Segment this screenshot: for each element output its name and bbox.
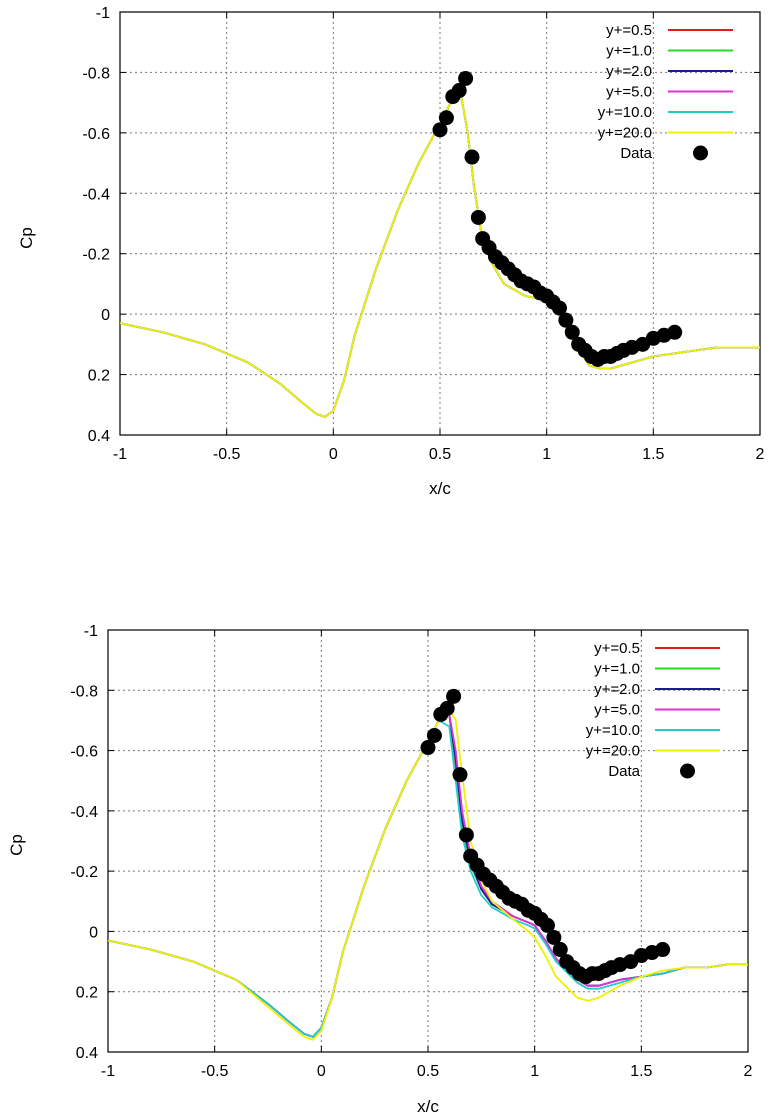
legend-label: y+=10.0 bbox=[598, 104, 652, 121]
chart-panel-2: -1 -0.5 0 0.5 1 1.5 2 -1 -0.8 -0.6 -0.4 -0.2 0 0.2 0.4… bbox=[7, 623, 753, 1116]
x-tick-label: 0 bbox=[329, 446, 338, 463]
y-tick-label: -0.4 bbox=[70, 804, 98, 821]
y-tick-label: -0.2 bbox=[82, 247, 110, 264]
y-tick-label: 0.4 bbox=[76, 1045, 98, 1062]
x-tick-label: -1 bbox=[101, 1063, 115, 1080]
legend-label: y+=2.0 bbox=[606, 63, 652, 80]
plot-frame bbox=[107, 629, 749, 1053]
x-tick-label: -0.5 bbox=[213, 446, 241, 463]
x-tick-label: 2 bbox=[744, 1063, 753, 1080]
data-point bbox=[439, 700, 455, 716]
legend-label: y+=5.0 bbox=[606, 84, 652, 101]
y-axis-label: Cp bbox=[7, 834, 26, 856]
legend-label: y+=20.0 bbox=[586, 743, 640, 760]
plot-frame bbox=[119, 11, 761, 436]
legend-label: y+=20.0 bbox=[598, 125, 652, 142]
legend-marker bbox=[680, 763, 695, 779]
y-tick-label: 0.2 bbox=[76, 985, 98, 1002]
legend-label: Data bbox=[620, 145, 652, 162]
data-point bbox=[667, 324, 683, 340]
plot-area bbox=[120, 70, 760, 418]
data-point bbox=[432, 122, 448, 138]
legend: y+=0.5 y+=1.0 y+=2.0 y+=5.0 y+=10.0 y+=20.0 Da… bbox=[586, 640, 720, 780]
plot-area bbox=[108, 688, 748, 1041]
data-point bbox=[420, 740, 436, 756]
data-point bbox=[546, 929, 562, 945]
legend-label: Data bbox=[608, 763, 640, 780]
x-tick-label: 2 bbox=[756, 446, 765, 463]
data-point bbox=[458, 827, 474, 843]
y-tick-label: -0.6 bbox=[70, 744, 98, 761]
legend: y+=0.5 y+=1.0 y+=2.0 y+=5.0 y+=10.0 y+=20.0 Da… bbox=[598, 22, 733, 162]
data-point bbox=[438, 110, 454, 126]
legend-label: y+=0.5 bbox=[594, 640, 640, 657]
x-tick-label: 1 bbox=[542, 446, 551, 463]
data-point bbox=[552, 942, 568, 958]
data-point bbox=[470, 209, 486, 225]
data-point bbox=[558, 312, 574, 328]
legend-marker bbox=[693, 145, 708, 161]
series-line-y-10-0 bbox=[108, 719, 748, 1038]
y-tick-label: -1 bbox=[96, 5, 110, 22]
x-tick-label: 1.5 bbox=[630, 1063, 652, 1080]
x-tick-label: 0.5 bbox=[417, 1063, 439, 1080]
data-point bbox=[458, 70, 474, 86]
data-point bbox=[446, 688, 462, 704]
data-point bbox=[451, 83, 467, 99]
data-point bbox=[551, 300, 567, 316]
x-tick-label: 0 bbox=[317, 1063, 326, 1080]
x-axis-label: x/c bbox=[417, 1097, 439, 1116]
legend-label: y+=5.0 bbox=[594, 702, 640, 719]
x-tick-label: -0.5 bbox=[201, 1063, 229, 1080]
y-tick-label: -1 bbox=[84, 623, 98, 640]
y-tick-label: 0 bbox=[89, 924, 98, 941]
y-tick-label: -0.8 bbox=[70, 683, 98, 700]
data-point bbox=[464, 149, 480, 165]
legend-label: y+=10.0 bbox=[586, 722, 640, 739]
x-axis-label: x/c bbox=[429, 479, 451, 498]
series-line-y-20-0 bbox=[120, 95, 760, 418]
legend-label: y+=1.0 bbox=[594, 661, 640, 678]
data-point bbox=[539, 917, 555, 933]
y-tick-label: 0.4 bbox=[88, 428, 110, 445]
x-tick-label: 1.5 bbox=[642, 446, 664, 463]
data-point bbox=[426, 728, 442, 743]
y-axis-label: Cp bbox=[17, 227, 36, 249]
legend-label: y+=2.0 bbox=[594, 681, 640, 698]
y-tick-label: -0.8 bbox=[82, 65, 110, 82]
y-tick-label: -0.2 bbox=[70, 864, 98, 881]
x-tick-label: 0.5 bbox=[429, 446, 451, 463]
data-point bbox=[564, 324, 580, 340]
y-tick-label: -0.4 bbox=[82, 186, 110, 203]
legend-label: y+=0.5 bbox=[606, 22, 652, 39]
x-tick-label: -1 bbox=[113, 446, 127, 463]
y-tick-label: 0.2 bbox=[88, 368, 110, 385]
y-tick-label: -0.6 bbox=[82, 126, 110, 143]
data-point bbox=[655, 942, 671, 958]
y-tick-label: 0 bbox=[101, 307, 110, 324]
x-tick-label: 1 bbox=[530, 1063, 539, 1080]
legend-label: y+=1.0 bbox=[606, 43, 652, 60]
data-point bbox=[452, 767, 468, 783]
chart-panel-1: -1 -0.5 0 0.5 1 1.5 2 -1 -0.8 -0.6 -0.4 -0.2 0 0.2 0.4… bbox=[17, 5, 765, 498]
